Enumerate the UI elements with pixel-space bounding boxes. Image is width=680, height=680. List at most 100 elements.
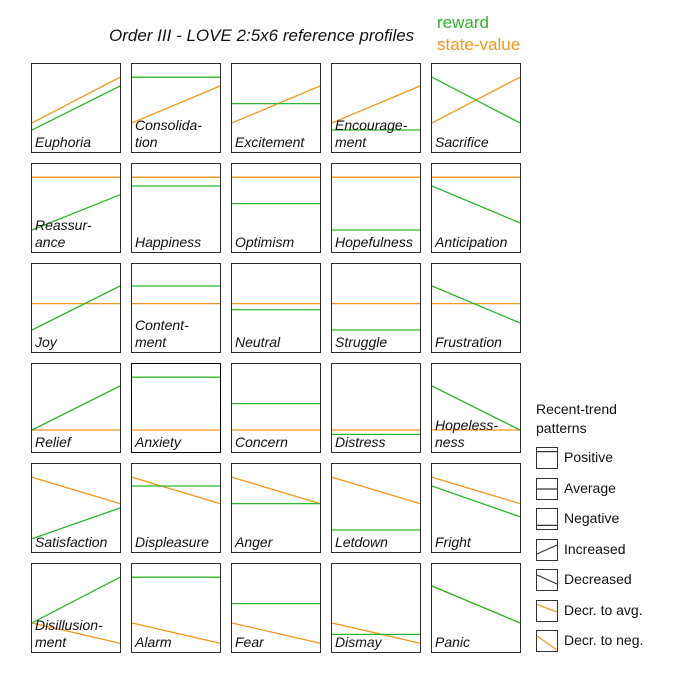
- reward-line: [431, 285, 521, 324]
- pattern-line: [536, 543, 558, 555]
- profile-cell: Hopeless- ness: [431, 363, 521, 453]
- state-value-line: [31, 476, 121, 505]
- decreased-pattern-icon: [536, 569, 558, 591]
- state-value-line: [231, 85, 321, 124]
- trend-legend-label: Negative: [564, 510, 620, 526]
- profile-cell: Joy: [31, 263, 121, 353]
- profile-label: Panic: [435, 634, 471, 650]
- profile-plot: [132, 285, 220, 305]
- positive-pattern-icon: [536, 447, 558, 469]
- profile-plot: [232, 402, 320, 431]
- state-value-line: [331, 476, 421, 505]
- profile-label: Fright: [435, 534, 471, 550]
- profile-plot: [131, 476, 221, 505]
- profile-cell: Concern: [231, 363, 321, 453]
- profile-plot: [431, 285, 521, 324]
- profile-label: Sacrifice: [435, 134, 489, 150]
- profile-plot: [131, 576, 221, 644]
- profile-plot: [31, 285, 121, 331]
- profile-plot: [431, 176, 521, 224]
- reward-line: [31, 194, 121, 231]
- state-value-line: [131, 622, 221, 644]
- profile-cell: Happiness: [131, 163, 221, 253]
- reward-line: [31, 85, 121, 131]
- profile-label: Relief: [35, 434, 71, 450]
- profile-plot: [232, 302, 320, 311]
- profile-plot: [431, 476, 521, 518]
- reward-line: [431, 185, 521, 224]
- reward-line: [31, 507, 121, 540]
- profile-plot: [31, 76, 121, 131]
- profile-plot: [132, 176, 220, 187]
- profile-label: Neutral: [235, 334, 281, 350]
- profile-cell: Sacrifice: [431, 63, 521, 153]
- profile-plot: [332, 302, 420, 331]
- profile-cell: Hopefulness: [331, 163, 421, 253]
- profile-label: Letdown: [335, 534, 388, 550]
- state-value-line: [231, 476, 321, 505]
- profile-label: Excitement: [235, 134, 305, 150]
- state-value-line: [31, 622, 121, 644]
- reward-line: [31, 576, 121, 624]
- trend-legend-label: Decreased: [564, 571, 632, 587]
- profile-cell: Encourage- ment: [331, 63, 421, 153]
- profile-label: Displeasure: [135, 534, 209, 550]
- reward-line: [431, 485, 521, 518]
- profile-plot: [231, 476, 321, 505]
- profile-cell: Fright: [431, 463, 521, 553]
- legend-state-value: state-value: [437, 35, 521, 54]
- profile-cell: Satisfaction: [31, 463, 121, 553]
- state-value-line: [431, 476, 521, 505]
- profile-label: Euphoria: [35, 134, 92, 150]
- profile-label: Consolida- tion: [135, 117, 202, 150]
- profile-plot: [431, 76, 521, 124]
- profile-label: Joy: [35, 334, 57, 350]
- profile-cell: Panic: [431, 563, 521, 653]
- profile-label: Alarm: [135, 634, 172, 650]
- profile-plot: [31, 576, 121, 644]
- profile-label: Content- ment: [135, 317, 189, 350]
- negative-pattern-icon: [536, 508, 558, 530]
- profile-cell: Struggle: [331, 263, 421, 353]
- increased-pattern-icon: [536, 538, 558, 561]
- decr-to-neg-pattern-icon: [536, 630, 558, 652]
- profile-plot: [331, 476, 421, 531]
- profile-label: Hopefulness: [335, 234, 413, 250]
- decr-to-avg-pattern-icon: [536, 599, 558, 622]
- profile-plot: [331, 622, 421, 644]
- profile-plot: [431, 385, 521, 431]
- pattern-line: [536, 574, 558, 585]
- profile-label: Happiness: [135, 234, 202, 250]
- profile-cell: Frustration: [431, 263, 521, 353]
- profile-plot: [332, 176, 420, 231]
- profile-plot: [31, 385, 121, 431]
- pattern-line: [536, 635, 558, 651]
- trend-legend-label: Decr. to avg.: [564, 601, 643, 618]
- profile-plot: [132, 376, 220, 431]
- reward-line: [31, 385, 121, 431]
- trend-legend-title: Recent-trend patterns: [536, 401, 617, 436]
- profile-cell: Reassur- ance: [31, 163, 121, 253]
- trend-legend-label: Average: [564, 479, 616, 496]
- trend-legend-label: Positive: [564, 449, 614, 465]
- profile-cell: Fear: [231, 563, 321, 653]
- profile-cell: Relief: [31, 363, 121, 453]
- profile-label: Disillusion- ment: [35, 617, 103, 650]
- profile-label: Anxiety: [135, 434, 181, 450]
- profile-plot: [332, 429, 420, 436]
- profile-plot: [431, 585, 521, 624]
- state-value-line: [31, 76, 121, 124]
- legend-reward: reward: [437, 13, 489, 32]
- profile-cell: Neutral: [231, 263, 321, 353]
- profile-label: Dismay: [335, 634, 382, 650]
- profile-plot: [231, 85, 321, 124]
- profile-label: Encourage- ment: [335, 117, 408, 150]
- reward-line: [431, 585, 521, 624]
- pattern-line: [536, 603, 558, 613]
- profile-label: Distress: [335, 434, 386, 450]
- state-value-line: [331, 622, 421, 644]
- profile-cell: Alarm: [131, 563, 221, 653]
- reward-line: [431, 76, 521, 124]
- profile-label: Concern: [235, 434, 288, 450]
- profile-cell: Optimism: [231, 163, 321, 253]
